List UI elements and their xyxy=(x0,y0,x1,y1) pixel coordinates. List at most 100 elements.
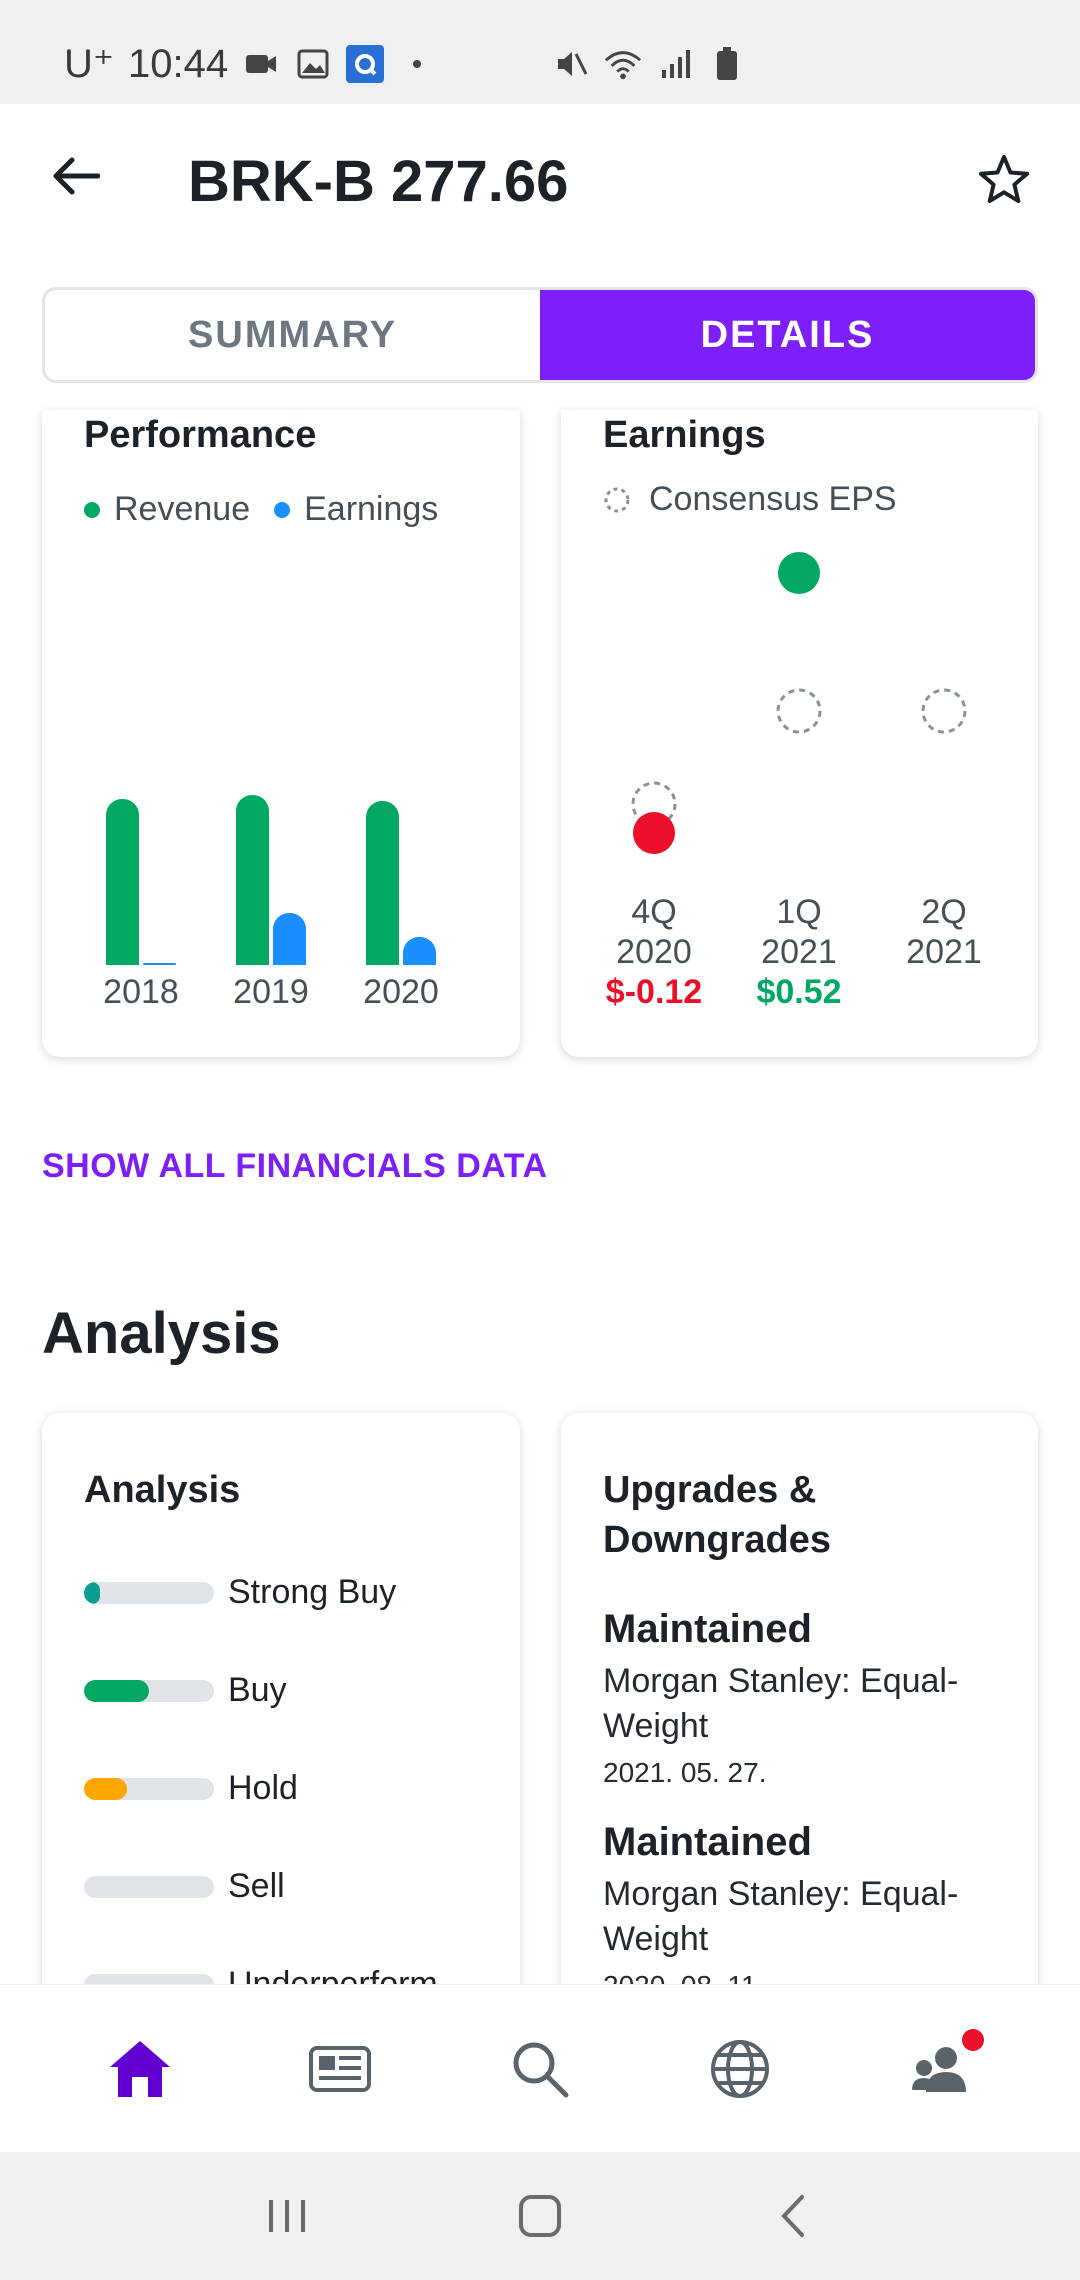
card-title-upgrades: Upgrades & Downgrades xyxy=(603,1465,831,1565)
news-icon xyxy=(309,2045,371,2092)
rating-bar xyxy=(84,1581,214,1604)
system-nav-bar xyxy=(0,2152,1080,2280)
rating-bar-fill xyxy=(84,1777,127,1800)
chevron-left-icon xyxy=(781,2195,805,2237)
segmented-tabs: SUMMARY DETAILS xyxy=(42,287,1038,383)
notification-badge xyxy=(962,2028,984,2051)
section-title-analysis: Analysis xyxy=(42,1301,281,1366)
legend-earnings: Earnings xyxy=(274,490,438,529)
actual-eps-point xyxy=(633,811,675,854)
earnings-dot xyxy=(274,501,291,518)
app-header: BRK-B 277.66 xyxy=(0,104,1080,284)
home-icon xyxy=(110,2040,170,2097)
recent-apps-icon xyxy=(268,2200,305,2232)
bottom-nav xyxy=(0,1984,1080,2152)
home-system-button[interactable] xyxy=(495,2171,585,2261)
show-all-financials-link[interactable]: SHOW ALL FINANCIALS DATA xyxy=(42,1147,548,1185)
star-icon xyxy=(979,155,1029,203)
rating-row: Buy xyxy=(84,1671,287,1710)
upgrade-firm: Morgan Stanley: Equal-Weight xyxy=(603,1662,959,1745)
rating-bar xyxy=(84,1679,214,1702)
wifi-icon xyxy=(604,45,642,83)
clock: 10:44 xyxy=(128,41,229,86)
quarter-line: 4Q xyxy=(631,893,677,931)
consensus-dot-icon xyxy=(603,486,631,514)
watchlist-button[interactable] xyxy=(964,140,1044,220)
app-notification-icon xyxy=(346,45,385,83)
quarter-line: 2Q xyxy=(921,893,967,931)
more-dot-icon xyxy=(398,45,436,83)
legend-label: Consensus EPS xyxy=(649,480,897,518)
earnings-card[interactable]: Earnings Consensus EPS 4Q 2020 $-0.12 1Q 202… xyxy=(561,410,1038,1057)
status-left: U⁺ 10:44 xyxy=(64,38,436,90)
rating-bar xyxy=(84,1777,214,1800)
back-button[interactable] xyxy=(40,140,112,212)
card-title-analysis: Analysis xyxy=(84,1469,241,1511)
community-icon xyxy=(912,2046,966,2092)
quarter-label: 2Q 2021 xyxy=(874,892,1014,972)
earnings-bar xyxy=(273,912,306,965)
upgrade-item[interactable]: Maintained Morgan Stanley: Equal-Weight … xyxy=(603,1605,1003,1793)
rating-label: Strong Buy xyxy=(228,1573,397,1611)
revenue-bar xyxy=(236,795,269,965)
nav-home[interactable] xyxy=(90,2019,190,2119)
revenue-dot xyxy=(84,501,100,518)
rating-row: Strong Buy xyxy=(84,1573,396,1612)
status-right xyxy=(552,38,746,90)
performance-legend: Revenue Earnings xyxy=(84,490,462,529)
upgrades-card[interactable]: Upgrades & Downgrades Maintained Morgan … xyxy=(561,1413,1038,2033)
analysis-card[interactable]: Analysis Strong BuyBuyHoldSellUnderperfo… xyxy=(42,1413,520,2033)
quarter-label: 4Q 2020 $-0.12 xyxy=(584,892,724,1012)
upgrade-date: 2021. 05. 27. xyxy=(603,1757,767,1788)
earnings-bar xyxy=(403,937,436,965)
title-line: Upgrades & xyxy=(603,1469,817,1511)
rating-bar-fill xyxy=(84,1581,100,1604)
signal-icon xyxy=(656,45,694,83)
upgrade-item[interactable]: Maintained Morgan Stanley: Equal-Weight … xyxy=(603,1818,1003,2006)
title-line: Downgrades xyxy=(603,1519,832,1561)
nav-community[interactable] xyxy=(890,2019,990,2119)
performance-card[interactable]: Performance Revenue Earnings 2018 2019 202… xyxy=(42,410,520,1057)
page-title: BRK-B 277.66 xyxy=(188,149,569,214)
legend-label: Revenue xyxy=(114,490,251,528)
nav-news[interactable] xyxy=(290,2019,390,2119)
globe-icon xyxy=(711,2039,769,2098)
revenue-bar xyxy=(366,800,399,965)
recent-apps-button[interactable] xyxy=(242,2171,332,2261)
home-square-icon xyxy=(518,2195,561,2237)
upgrade-action: Maintained xyxy=(603,1607,812,1651)
earnings-legend: Consensus EPS xyxy=(603,480,897,519)
battery-icon xyxy=(708,45,746,83)
legend-label: Earnings xyxy=(304,490,439,528)
x-tick-label: 2018 xyxy=(103,973,179,1011)
nav-search[interactable] xyxy=(490,2019,590,2119)
tab-details[interactable]: DETAILS xyxy=(540,290,1035,380)
tab-summary[interactable]: SUMMARY xyxy=(188,313,397,356)
video-call-icon xyxy=(242,45,280,83)
quarter-line: 1Q xyxy=(776,893,822,931)
actual-eps-value: $0.52 xyxy=(756,973,842,1011)
quarter-year: 2021 xyxy=(761,933,837,971)
consensus-eps-point xyxy=(776,688,822,734)
quarter-label: 1Q 2021 $0.52 xyxy=(729,892,869,1012)
card-title-performance: Performance xyxy=(84,414,317,456)
carrier-label: U⁺ xyxy=(64,42,114,86)
consensus-eps-point xyxy=(631,781,677,827)
back-arrow-icon xyxy=(53,157,100,195)
rating-row: Hold xyxy=(84,1769,298,1808)
x-tick-label: 2020 xyxy=(363,973,439,1011)
upgrade-firm: Morgan Stanley: Equal-Weight xyxy=(603,1875,959,1958)
quarter-year: 2021 xyxy=(906,933,982,971)
back-system-button[interactable] xyxy=(748,2171,838,2261)
revenue-bar xyxy=(106,798,139,965)
rating-label: Sell xyxy=(228,1867,285,1905)
gallery-icon xyxy=(294,45,332,83)
x-tick-label: 2019 xyxy=(233,973,309,1011)
upgrade-action: Maintained xyxy=(603,1820,812,1864)
actual-eps-value: $-0.12 xyxy=(605,973,703,1011)
actual-eps-point xyxy=(778,551,820,594)
status-bar: U⁺ 10:44 xyxy=(0,0,1080,104)
quarter-year: 2020 xyxy=(616,933,692,971)
legend-revenue: Revenue xyxy=(84,490,250,529)
nav-markets[interactable] xyxy=(690,2019,790,2119)
